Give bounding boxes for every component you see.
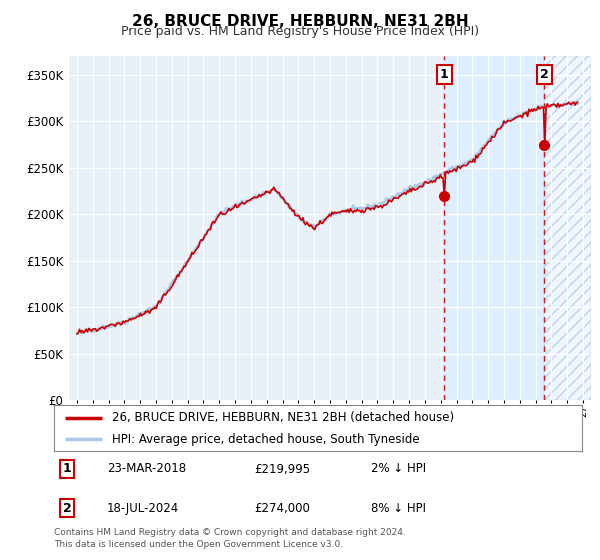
Text: 1: 1 bbox=[440, 68, 448, 81]
Bar bbox=[544, 56, 591, 400]
Text: £219,995: £219,995 bbox=[254, 463, 311, 475]
Bar bbox=[444, 56, 591, 400]
Text: 26, BRUCE DRIVE, HEBBURN, NE31 2BH (detached house): 26, BRUCE DRIVE, HEBBURN, NE31 2BH (deta… bbox=[112, 411, 454, 424]
Text: 2: 2 bbox=[540, 68, 548, 81]
Bar bbox=[544, 56, 591, 400]
Text: Price paid vs. HM Land Registry's House Price Index (HPI): Price paid vs. HM Land Registry's House … bbox=[121, 25, 479, 38]
Text: 23-MAR-2018: 23-MAR-2018 bbox=[107, 463, 186, 475]
Text: £274,000: £274,000 bbox=[254, 502, 311, 515]
Text: Contains HM Land Registry data © Crown copyright and database right 2024.
This d: Contains HM Land Registry data © Crown c… bbox=[54, 528, 406, 549]
Text: 26, BRUCE DRIVE, HEBBURN, NE31 2BH: 26, BRUCE DRIVE, HEBBURN, NE31 2BH bbox=[131, 14, 469, 29]
Text: 2: 2 bbox=[63, 502, 71, 515]
Text: 8% ↓ HPI: 8% ↓ HPI bbox=[371, 502, 426, 515]
Text: 18-JUL-2024: 18-JUL-2024 bbox=[107, 502, 179, 515]
Text: 2% ↓ HPI: 2% ↓ HPI bbox=[371, 463, 426, 475]
Text: HPI: Average price, detached house, South Tyneside: HPI: Average price, detached house, Sout… bbox=[112, 433, 420, 446]
Text: 1: 1 bbox=[63, 463, 71, 475]
